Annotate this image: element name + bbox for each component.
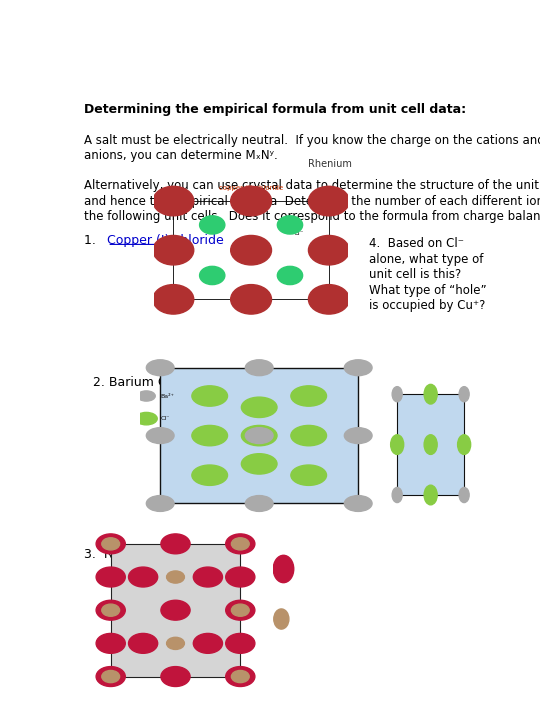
Circle shape: [291, 386, 327, 406]
Text: Cl⁻: Cl⁻: [160, 416, 170, 421]
Circle shape: [192, 386, 227, 406]
Circle shape: [424, 435, 437, 454]
Circle shape: [308, 235, 349, 265]
Circle shape: [241, 397, 277, 418]
Circle shape: [308, 186, 349, 216]
Circle shape: [129, 634, 158, 653]
Circle shape: [129, 567, 158, 587]
Circle shape: [274, 609, 289, 629]
Circle shape: [161, 667, 190, 686]
Circle shape: [245, 360, 273, 376]
Circle shape: [102, 670, 120, 683]
Circle shape: [291, 465, 327, 485]
Circle shape: [241, 454, 277, 474]
Circle shape: [146, 428, 174, 444]
Circle shape: [424, 485, 437, 505]
Text: What type of “hole”: What type of “hole”: [369, 284, 487, 297]
Text: Cu: Cu: [294, 272, 303, 279]
Circle shape: [200, 266, 225, 284]
Text: the following unit cells   Does it correspond to the formula from charge balance: the following unit cells Does it corresp…: [84, 210, 540, 223]
Circle shape: [308, 284, 349, 314]
Circle shape: [102, 538, 120, 550]
Circle shape: [241, 426, 277, 446]
Circle shape: [102, 604, 120, 616]
Circle shape: [226, 534, 255, 554]
Circle shape: [245, 428, 273, 444]
Circle shape: [193, 634, 222, 653]
Text: Rhenium: Rhenium: [308, 159, 352, 169]
Circle shape: [231, 604, 249, 616]
Circle shape: [278, 216, 302, 234]
Circle shape: [457, 435, 471, 454]
Circle shape: [231, 186, 272, 216]
Circle shape: [146, 360, 174, 376]
Text: Copper (I) chloride: Copper (I) chloride: [107, 235, 224, 248]
Text: 2. Barium Chloride: 2. Barium Chloride: [93, 376, 210, 389]
Circle shape: [96, 600, 125, 620]
Text: copper (I) chloride: copper (I) chloride: [219, 184, 283, 191]
Circle shape: [146, 495, 174, 511]
Text: is occupied by Cu⁺?: is occupied by Cu⁺?: [369, 300, 485, 312]
Circle shape: [459, 387, 469, 402]
Circle shape: [136, 413, 157, 425]
Text: and hence the empirical formula  Determine the number of each different ion in: and hence the empirical formula Determin…: [84, 194, 540, 207]
Circle shape: [291, 426, 327, 446]
Circle shape: [226, 634, 255, 653]
Circle shape: [193, 567, 222, 587]
Circle shape: [153, 284, 194, 314]
Text: 4.  Based on Cl⁻: 4. Based on Cl⁻: [369, 237, 464, 250]
Circle shape: [137, 391, 156, 401]
Text: anions, you can determine MₓNʸ.: anions, you can determine MₓNʸ.: [84, 149, 278, 162]
Circle shape: [345, 428, 372, 444]
Circle shape: [245, 495, 273, 511]
Circle shape: [166, 571, 185, 583]
Circle shape: [226, 667, 255, 686]
Circle shape: [231, 284, 272, 314]
Circle shape: [161, 534, 190, 554]
Circle shape: [96, 567, 125, 587]
Circle shape: [345, 360, 372, 376]
Circle shape: [278, 266, 302, 284]
Circle shape: [231, 670, 249, 683]
Text: Ba²⁺: Ba²⁺: [160, 394, 174, 398]
Circle shape: [96, 667, 125, 686]
Circle shape: [166, 637, 185, 649]
Text: Alternatively, you can use crystal data to determine the structure of the unit c: Alternatively, you can use crystal data …: [84, 179, 540, 192]
FancyBboxPatch shape: [397, 395, 464, 495]
Circle shape: [192, 426, 227, 446]
Circle shape: [459, 487, 469, 503]
FancyBboxPatch shape: [111, 544, 240, 677]
Circle shape: [226, 600, 255, 620]
Text: Determining the empirical formula from unit cell data:: Determining the empirical formula from u…: [84, 103, 467, 116]
FancyBboxPatch shape: [160, 368, 358, 503]
Circle shape: [231, 235, 272, 265]
Circle shape: [153, 235, 194, 265]
Text: 3.  Rhenium oxide: 3. Rhenium oxide: [84, 548, 198, 561]
Circle shape: [424, 384, 437, 404]
Text: 1.: 1.: [84, 235, 108, 248]
Circle shape: [161, 600, 190, 620]
Circle shape: [390, 435, 404, 454]
Circle shape: [226, 567, 255, 587]
Circle shape: [231, 538, 249, 550]
Circle shape: [96, 634, 125, 653]
Circle shape: [153, 186, 194, 216]
Text: Oxygen: Oxygen: [308, 198, 346, 207]
Circle shape: [426, 437, 436, 452]
Text: A salt must be electrically neutral.  If you know the charge on the cations and: A salt must be electrically neutral. If …: [84, 133, 540, 147]
Text: alone, what type of: alone, what type of: [369, 253, 483, 266]
Circle shape: [392, 487, 402, 503]
Text: Cl⁻: Cl⁻: [294, 230, 305, 236]
Text: unit cell is this?: unit cell is this?: [369, 269, 461, 282]
Circle shape: [200, 216, 225, 234]
Circle shape: [392, 387, 402, 402]
Circle shape: [192, 465, 227, 485]
Circle shape: [273, 555, 294, 582]
Circle shape: [96, 534, 125, 554]
Circle shape: [345, 495, 372, 511]
